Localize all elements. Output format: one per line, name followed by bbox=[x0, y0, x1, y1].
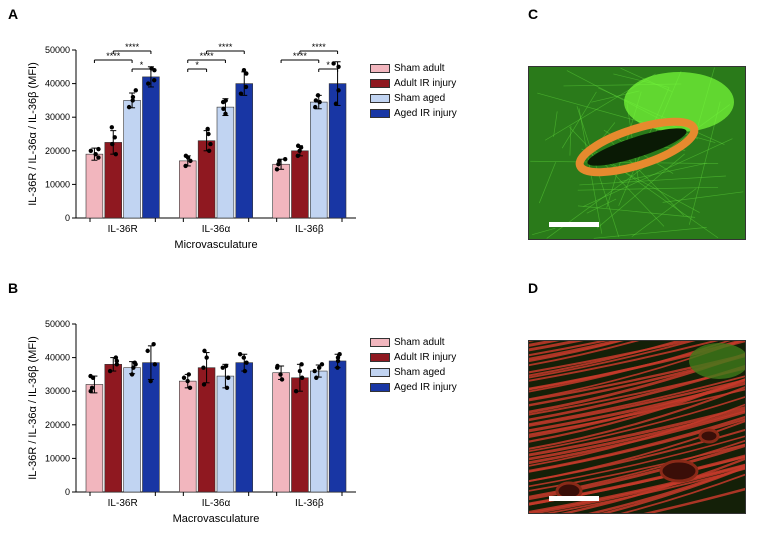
svg-text:Microvasculature: Microvasculature bbox=[174, 239, 257, 251]
svg-text:IL-36R / IL-36α / IL-36β (MFI): IL-36R / IL-36α / IL-36β (MFI) bbox=[27, 336, 39, 480]
svg-text:10000: 10000 bbox=[45, 179, 70, 189]
panel-label-c: C bbox=[528, 6, 538, 22]
svg-text:****: **** bbox=[125, 42, 140, 52]
chart-b: 0 10000 20000 30000 40000 50000 IL-36R / IL-36… bbox=[24, 284, 364, 532]
bar bbox=[105, 364, 122, 492]
bar bbox=[310, 102, 327, 218]
svg-text:*: * bbox=[140, 60, 144, 70]
legend-label: Adult IR injury bbox=[394, 77, 456, 90]
bar bbox=[292, 151, 309, 218]
legend-swatch bbox=[370, 79, 390, 88]
legend-a: Sham adult Adult IR injury Sham aged Aged I… bbox=[370, 62, 457, 122]
bar bbox=[124, 100, 141, 218]
legend-swatch bbox=[370, 64, 390, 73]
legend-label: Sham adult bbox=[394, 336, 445, 349]
svg-text:0: 0 bbox=[65, 487, 70, 497]
panel-label-a: A bbox=[8, 6, 18, 22]
legend-b: Sham adult Adult IR injury Sham aged Aged I… bbox=[370, 336, 457, 396]
legend-swatch bbox=[370, 338, 390, 347]
bar bbox=[124, 368, 141, 492]
legend-label: Adult IR injury bbox=[394, 351, 456, 364]
legend-label: Aged IR injury bbox=[394, 381, 457, 394]
bar bbox=[179, 161, 196, 218]
legend-item-sham_aged: Sham aged bbox=[370, 92, 457, 105]
svg-text:IL-36β: IL-36β bbox=[295, 498, 324, 509]
svg-text:40000: 40000 bbox=[45, 353, 70, 363]
bar bbox=[86, 154, 103, 218]
svg-text:30000: 30000 bbox=[45, 112, 70, 122]
legend-item-sham_adult: Sham adult bbox=[370, 62, 457, 75]
svg-text:IL-36β: IL-36β bbox=[295, 224, 324, 235]
svg-text:20000: 20000 bbox=[45, 420, 70, 430]
bar bbox=[86, 384, 103, 492]
panel-label-b: B bbox=[8, 280, 18, 296]
bar bbox=[143, 77, 160, 218]
svg-text:50000: 50000 bbox=[45, 319, 70, 329]
bar bbox=[310, 371, 327, 492]
svg-text:0: 0 bbox=[65, 213, 70, 223]
legend-swatch bbox=[370, 94, 390, 103]
legend-item-aged_ir: Aged IR injury bbox=[370, 381, 457, 394]
bar bbox=[236, 84, 253, 218]
svg-text:Macrovasculature: Macrovasculature bbox=[173, 513, 260, 525]
legend-swatch bbox=[370, 368, 390, 377]
legend-item-sham_adult: Sham adult bbox=[370, 336, 457, 349]
svg-text:IL-36R: IL-36R bbox=[108, 224, 138, 235]
bar bbox=[198, 141, 215, 218]
legend-item-sham_aged: Sham aged bbox=[370, 366, 457, 379]
legend-item-adult_ir: Adult IR injury bbox=[370, 351, 457, 364]
svg-text:IL-36α: IL-36α bbox=[202, 224, 231, 235]
bar bbox=[217, 376, 234, 492]
bar bbox=[179, 381, 196, 492]
svg-text:IL-36R: IL-36R bbox=[108, 498, 138, 509]
bar bbox=[329, 361, 346, 492]
legend-swatch bbox=[370, 109, 390, 118]
legend-item-aged_ir: Aged IR injury bbox=[370, 107, 457, 120]
svg-text:IL-36R / IL-36α / IL-36β (MFI): IL-36R / IL-36α / IL-36β (MFI) bbox=[27, 62, 39, 206]
bar bbox=[273, 164, 290, 218]
legend-label: Sham aged bbox=[394, 366, 445, 379]
bar bbox=[273, 373, 290, 492]
svg-text:*: * bbox=[326, 60, 330, 70]
svg-text:****: **** bbox=[218, 42, 233, 52]
svg-text:IL-36α: IL-36α bbox=[202, 498, 231, 509]
legend-swatch bbox=[370, 383, 390, 392]
svg-text:30000: 30000 bbox=[45, 386, 70, 396]
svg-text:*: * bbox=[195, 60, 199, 70]
bar bbox=[217, 107, 234, 218]
svg-text:20000: 20000 bbox=[45, 146, 70, 156]
svg-text:10000: 10000 bbox=[45, 453, 70, 463]
micrograph-c bbox=[528, 66, 746, 240]
bar bbox=[236, 363, 253, 492]
chart-a: 0 10000 20000 30000 40000 50000 IL-36R / IL-36… bbox=[24, 10, 364, 258]
legend-label: Sham adult bbox=[394, 62, 445, 75]
legend-label: Aged IR injury bbox=[394, 107, 457, 120]
legend-label: Sham aged bbox=[394, 92, 445, 105]
svg-text:****: **** bbox=[312, 42, 327, 52]
legend-item-adult_ir: Adult IR injury bbox=[370, 77, 457, 90]
svg-text:40000: 40000 bbox=[45, 79, 70, 89]
bar bbox=[198, 368, 215, 492]
bar bbox=[292, 378, 309, 492]
panel-label-d: D bbox=[528, 280, 538, 296]
legend-swatch bbox=[370, 353, 390, 362]
micrograph-d bbox=[528, 340, 746, 514]
svg-text:50000: 50000 bbox=[45, 45, 70, 55]
